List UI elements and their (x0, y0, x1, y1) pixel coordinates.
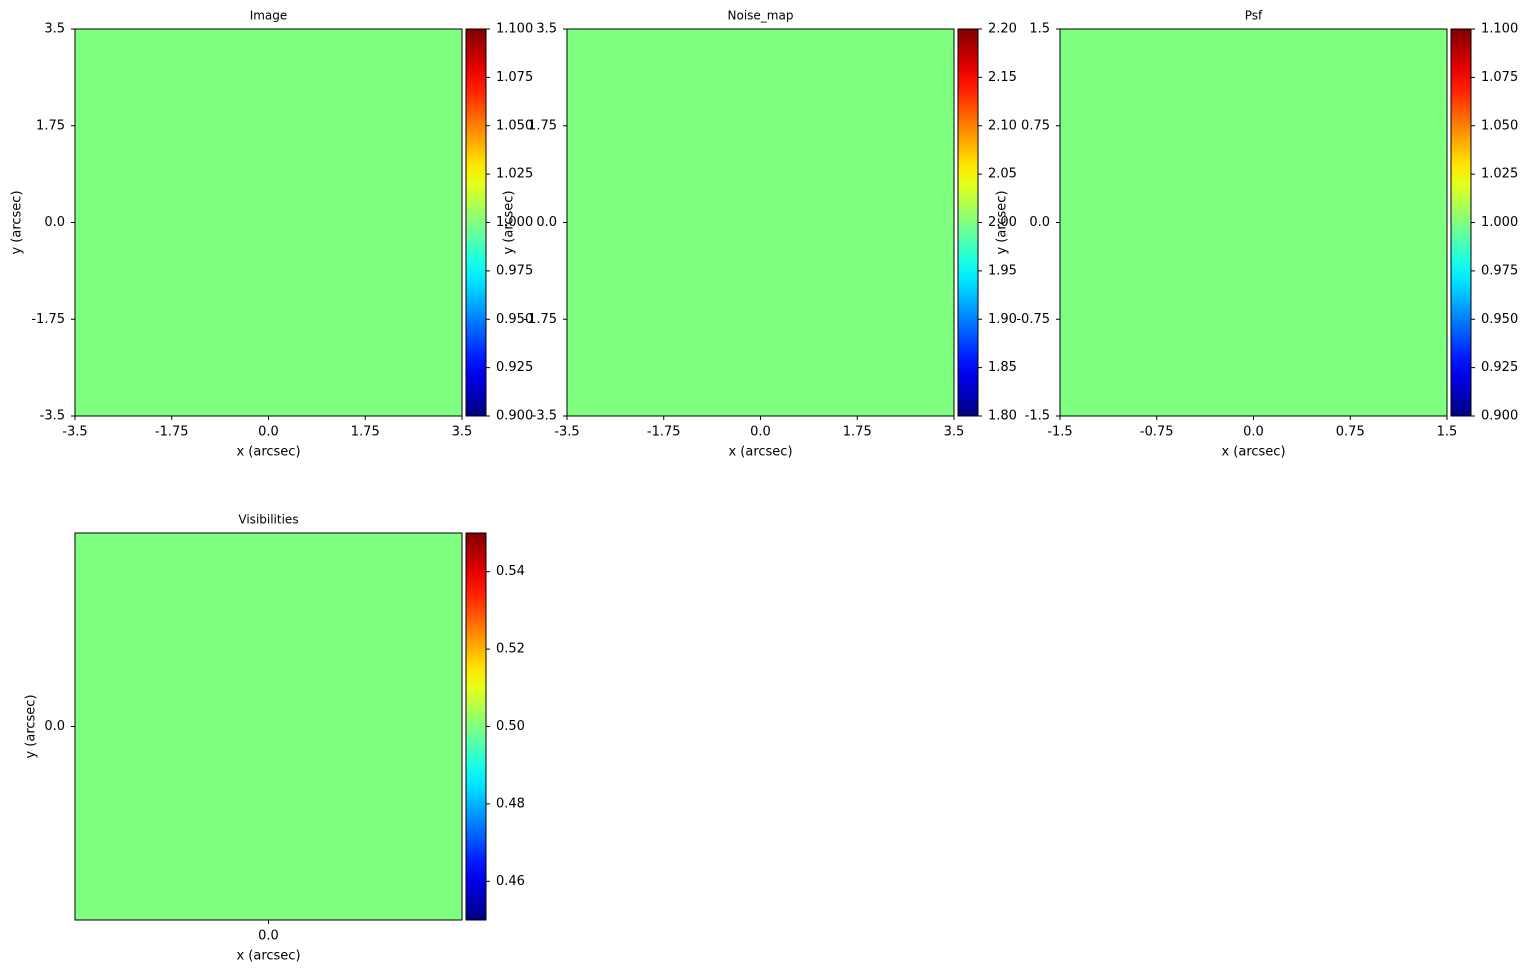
colorbar-tick-label: 0.950 (496, 312, 533, 327)
chart-title: Psf (1245, 9, 1263, 23)
y-tick-label: 0.0 (1029, 215, 1050, 230)
colorbar (957, 28, 979, 417)
y-tick-label: -1.75 (31, 312, 65, 327)
x-tick-label: -0.75 (1140, 425, 1174, 440)
x-tick-label: -3.5 (554, 425, 579, 440)
colorbar-tick-label: 0.975 (496, 263, 533, 278)
colorbar-tick-label: 1.100 (496, 22, 533, 37)
x-tick-label: 0.0 (258, 929, 279, 944)
y-axis-label: y (arcsec) (24, 694, 39, 758)
colorbar-tick-label: 1.050 (1481, 118, 1518, 133)
x-tick-label: 3.5 (452, 425, 473, 440)
colorbar-tick-label: 1.85 (988, 360, 1017, 375)
colorbar-tick-label: 1.90 (988, 312, 1017, 327)
colorbar-tick-label: 0.950 (1481, 312, 1518, 327)
y-tick-label: -1.5 (1025, 409, 1050, 424)
colorbar-tick-label: 0.54 (496, 564, 525, 579)
colorbar-tick-label: 1.075 (496, 70, 533, 85)
y-axis-label: y (arcsec) (10, 190, 25, 254)
y-tick-label: -1.75 (523, 312, 557, 327)
y-tick-label: 3.5 (44, 22, 65, 37)
heatmap-cell (1060, 29, 1447, 416)
y-tick-label: -3.5 (532, 409, 557, 424)
heatmap-cell (567, 29, 954, 416)
colorbar-tick-label: 0.52 (496, 642, 525, 657)
colorbar-tick-label: 0.900 (1481, 409, 1518, 424)
colorbar (465, 532, 487, 921)
colorbar-tick-label: 1.050 (496, 118, 533, 133)
colorbar (465, 28, 487, 417)
colorbar-tick-label: 2.05 (988, 167, 1017, 182)
colorbar-tick-label: 1.025 (496, 167, 533, 182)
colorbar-tick-label: 2.10 (988, 118, 1017, 133)
x-tick-label: 0.0 (750, 425, 771, 440)
y-tick-label: 0.0 (44, 719, 65, 734)
y-tick-label: 3.5 (536, 22, 557, 37)
y-tick-label: 0.75 (1021, 118, 1050, 133)
x-tick-label: 0.0 (1243, 425, 1264, 440)
colorbar-tick-label: 2.00 (988, 215, 1017, 230)
colorbar-tick-label: 1.80 (988, 409, 1017, 424)
colorbar-tick-label: 1.95 (988, 263, 1017, 278)
x-tick-label: 1.75 (843, 425, 872, 440)
chart-title: Noise_map (728, 9, 794, 23)
x-tick-label: 1.5 (1437, 425, 1458, 440)
chart-title: Visibilities (238, 513, 298, 527)
colorbar-tick-label: 2.15 (988, 70, 1017, 85)
heatmap-cell (75, 533, 462, 920)
x-axis-label: x (arcsec) (1221, 445, 1285, 460)
x-tick-label: 0.75 (1336, 425, 1365, 440)
y-tick-label: 0.0 (44, 215, 65, 230)
x-tick-label: 3.5 (944, 425, 965, 440)
x-axis-label: x (arcsec) (236, 949, 300, 964)
colorbar-tick-label: 0.50 (496, 719, 525, 734)
x-tick-label: -1.5 (1047, 425, 1072, 440)
y-tick-label: 1.5 (1029, 22, 1050, 37)
colorbar-tick-label: 0.925 (496, 360, 533, 375)
colorbar-tick-label: 1.025 (1481, 167, 1518, 182)
colorbar-tick-label: 1.000 (1481, 215, 1518, 230)
x-tick-label: 1.75 (351, 425, 380, 440)
chart-title: Image (250, 9, 288, 23)
colorbar (1450, 28, 1472, 417)
x-axis-label: x (arcsec) (728, 445, 792, 460)
y-tick-label: 0.0 (536, 215, 557, 230)
colorbar-tick-label: 1.100 (1481, 22, 1518, 37)
y-tick-label: 1.75 (528, 118, 557, 133)
colorbar-tick-label: 0.975 (1481, 263, 1518, 278)
colorbar-tick-label: 0.900 (496, 409, 533, 424)
colorbar-tick-label: 1.000 (496, 215, 533, 230)
colorbar-tick-label: 2.20 (988, 22, 1017, 37)
colorbar-tick-label: 0.48 (496, 796, 525, 811)
y-tick-label: 1.75 (36, 118, 65, 133)
y-tick-label: -0.75 (1016, 312, 1050, 327)
x-axis-label: x (arcsec) (236, 445, 300, 460)
x-tick-label: 0.0 (258, 425, 279, 440)
colorbar-tick-label: 1.075 (1481, 70, 1518, 85)
colorbar-tick-label: 0.925 (1481, 360, 1518, 375)
x-tick-label: -1.75 (647, 425, 681, 440)
x-tick-label: -1.75 (155, 425, 189, 440)
y-axis-label: y (arcsec) (995, 190, 1010, 254)
colorbar-tick-label: 0.46 (496, 874, 525, 889)
y-axis-label: y (arcsec) (502, 190, 517, 254)
heatmap-cell (75, 29, 462, 416)
x-tick-label: -3.5 (62, 425, 87, 440)
y-tick-label: -3.5 (40, 409, 65, 424)
